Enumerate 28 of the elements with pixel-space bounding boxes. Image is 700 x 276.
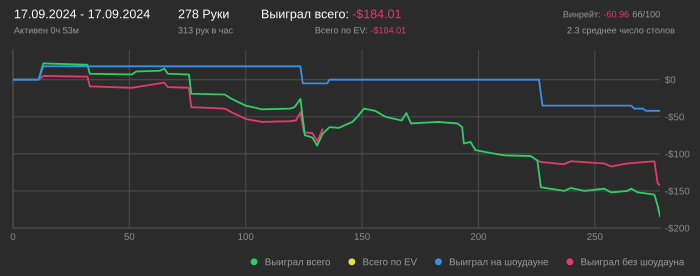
x-tick-label: 50 <box>124 233 134 240</box>
x-tick-label: 250 <box>587 233 603 240</box>
text: Винрейт: <box>564 10 600 20</box>
text: 2.3 среднее число столов <box>567 27 675 36</box>
text: 278 Руки <box>178 10 228 21</box>
legend-label: Всего по EV <box>363 258 418 266</box>
y-tick-label: -$200 <box>665 224 690 232</box>
y-tick-label: -$50 <box>665 113 684 121</box>
x-tick-label: 150 <box>354 233 370 240</box>
x-tick-label: 0 <box>10 233 16 240</box>
legend-label: Выиграл всего <box>266 258 330 268</box>
legend-label: Выиграл на шоудауне <box>450 258 548 268</box>
x-tick-label: 200 <box>470 233 486 240</box>
y-tick-label: -$100 <box>665 150 690 158</box>
y-tick-label: $0 <box>664 76 676 84</box>
legend-label: Выиграл без шоудауна <box>581 258 684 268</box>
text: Выиграл всего: <box>262 10 348 21</box>
text: -$184.01 <box>370 26 406 34</box>
y-tick-label: -$150 <box>665 187 690 196</box>
x-tick-label: 100 <box>238 233 254 240</box>
text: бб/100 <box>632 10 660 18</box>
text: Активен 0ч 53м <box>14 27 78 34</box>
line-series <box>13 65 660 112</box>
text: 17.09.2024 - 17.09.2024 <box>14 10 150 18</box>
text: 313 рук в час <box>178 27 233 36</box>
text: -$184.01 <box>352 8 401 20</box>
text: Всего по EV: <box>316 27 367 34</box>
text: -60.96 <box>604 11 629 18</box>
